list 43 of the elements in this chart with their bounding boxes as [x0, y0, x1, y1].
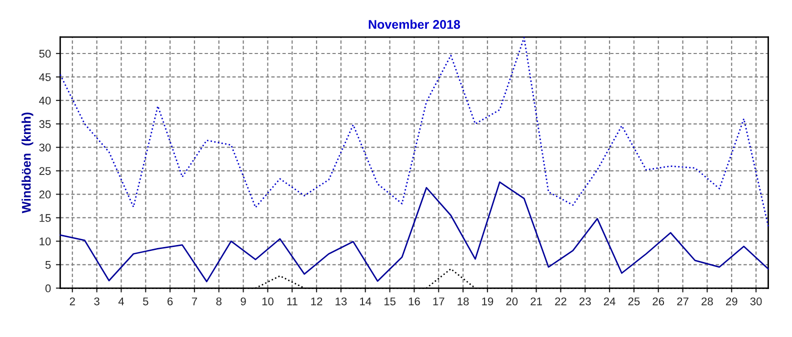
x-tick-label: 13 [336, 297, 347, 306]
x-tick-label: 12 [311, 297, 322, 306]
y-tick-label: 45 [39, 73, 51, 82]
x-tick-label: 9 [240, 297, 246, 306]
y-axis-title: Windböen (kmh) [22, 112, 34, 214]
y-tick-label: 35 [39, 120, 51, 128]
x-tick-label: 7 [192, 298, 198, 306]
x-tick-label: 4 [118, 298, 124, 306]
line-series [59, 181, 769, 282]
x-tick-label: 3 [94, 297, 100, 306]
x-tick-label: 30 [750, 297, 762, 306]
x-tick-label: 15 [384, 298, 396, 306]
y-tick-label: 50 [39, 50, 51, 58]
y-tick-label: 20 [39, 190, 51, 198]
x-tick-label: 6 [168, 297, 173, 306]
x-tick-label: 2 [70, 297, 75, 306]
chart-title: November 2018 [368, 20, 460, 29]
x-tick-label: 10 [262, 297, 274, 306]
x-tick-label: 25 [628, 297, 640, 306]
x-tick-label: 27 [677, 297, 688, 306]
x-tick-label: 28 [702, 297, 713, 306]
y-tick-label: 40 [39, 96, 51, 105]
y-tick-label: 15 [40, 214, 51, 222]
y-tick-label: 0 [45, 284, 51, 292]
x-tick-label: 8 [216, 297, 222, 306]
x-tick-label: 19 [482, 297, 494, 306]
x-tick-label: 29 [726, 297, 738, 306]
x-tick-label: 11 [287, 298, 298, 306]
x-tick-label: 5 [143, 298, 148, 306]
x-tick-label: 20 [506, 297, 518, 306]
x-tick-label: 17 [433, 298, 444, 306]
x-tick-label: 24 [604, 297, 616, 306]
x-tick-label: 23 [580, 297, 591, 306]
x-tick-label: 16 [408, 297, 420, 306]
x-tick-label: 21 [530, 297, 542, 306]
x-tick-label: 26 [652, 297, 664, 306]
y-tick-label: 5 [45, 261, 51, 269]
y-tick-label: 30 [39, 144, 51, 152]
x-tick-label: 22 [555, 297, 566, 306]
y-tick-label: 25 [39, 167, 51, 175]
x-tick-label: 14 [360, 298, 372, 306]
y-tick-label: 10 [40, 237, 51, 246]
x-tick-label: 18 [458, 297, 469, 306]
